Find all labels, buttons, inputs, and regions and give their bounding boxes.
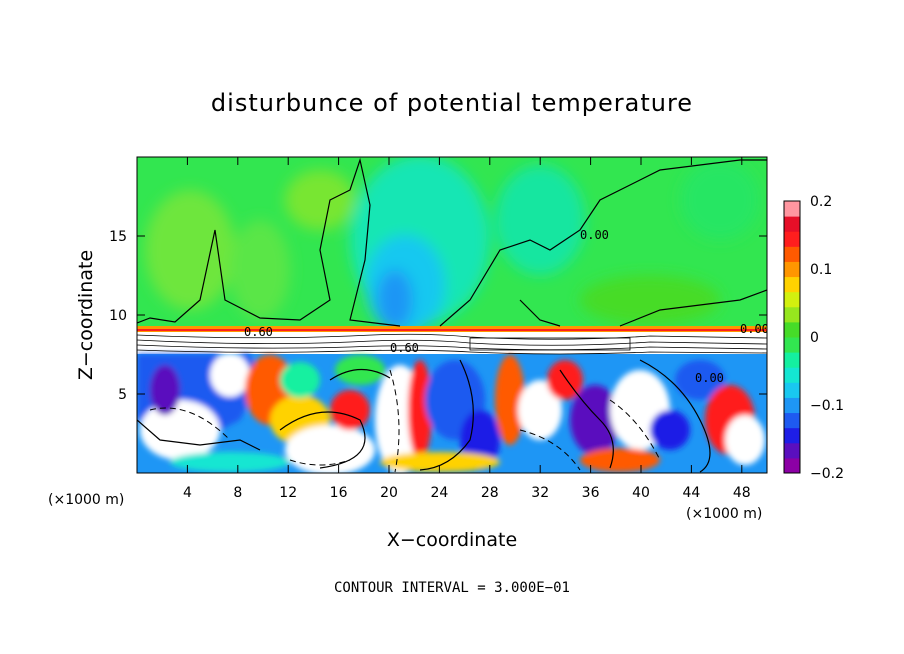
- contour-lines: [137, 157, 767, 473]
- colorbar-swatch: [784, 291, 800, 308]
- y-tick-label: 5: [118, 387, 127, 403]
- colorbar-swatch: [784, 412, 800, 429]
- contour-label: 0.00: [580, 228, 609, 242]
- colorbar: [783, 200, 801, 474]
- y-tick-label: 10: [109, 308, 127, 324]
- x-tick-label: 32: [531, 485, 549, 501]
- x-tick-label: 40: [632, 485, 650, 501]
- colorbar-swatch: [784, 321, 800, 338]
- x-tick-label: 8: [233, 485, 242, 501]
- x-tick-label: 36: [582, 485, 600, 501]
- colorbar-swatch: [784, 442, 800, 459]
- colorbar-swatch: [784, 457, 800, 474]
- x-tick-label: 12: [279, 485, 297, 501]
- x-tick-label: 28: [481, 485, 499, 501]
- contour-label: 0.60: [244, 325, 273, 339]
- colorbar-tick-label: 0.1: [810, 262, 832, 278]
- contour-label: 0.60: [390, 341, 419, 355]
- colorbar-swatch: [784, 397, 800, 414]
- colorbar-swatch: [784, 231, 800, 247]
- x-tick-label: 4: [183, 485, 192, 501]
- colorbar-swatch: [784, 306, 800, 323]
- colorbar-swatch: [784, 427, 800, 444]
- contour-label: 0.00: [695, 371, 724, 385]
- interface-contours: [137, 333, 767, 355]
- chart-title: disturbunce of potential temperature: [211, 89, 693, 117]
- colorbar-swatch: [784, 367, 800, 383]
- x-unit-left: (×1000 m): [48, 492, 124, 508]
- x-axis: 4 8 12 16 20 24 28 32 36 40 44 48: [183, 157, 751, 501]
- x-tick-label: 24: [430, 485, 448, 501]
- x-unit-right: (×1000 m): [686, 506, 762, 522]
- contour-dashed: [149, 369, 661, 473]
- y-tick-label: 15: [109, 229, 127, 245]
- colorbar-swatch: [784, 216, 800, 232]
- upper-field-texture: [145, 157, 760, 335]
- plot-area: 0.60 0.00 0.00 0.60 0.00: [137, 157, 769, 473]
- x-tick-label: 16: [330, 485, 348, 501]
- x-axis-label: X−coordinate: [387, 529, 517, 551]
- colorbar-swatch: [784, 352, 800, 368]
- contour-label-group: 0.60 0.00 0.00 0.60 0.00: [244, 228, 769, 385]
- contour-interval-annotation: CONTOUR INTERVAL = 3.000E−01: [334, 580, 570, 596]
- y-axis-label: Z−coordinate: [75, 250, 97, 380]
- colorbar-tick-label: 0: [810, 330, 819, 346]
- colorbar-swatch: [784, 246, 800, 262]
- x-tick-label: 48: [733, 485, 751, 501]
- colorbar-swatch: [784, 276, 800, 293]
- colorbar-swatch: [784, 261, 800, 278]
- colorbar-tick-label: 0.2: [810, 194, 832, 210]
- lower-field-texture: [137, 353, 765, 473]
- x-tick-label: 44: [682, 485, 700, 501]
- x-tick-label: 20: [380, 485, 398, 501]
- colorbar-labels: 0.2 0.1 0 −0.1 −0.2: [810, 194, 844, 482]
- contour-label: 0.00: [740, 322, 769, 336]
- y-axis: 5 10 15: [109, 229, 767, 403]
- colorbar-frame: [783, 200, 801, 474]
- colorbar-swatch: [784, 382, 800, 398]
- interface-band-red: [137, 329, 767, 331]
- colorbar-swatch: [784, 337, 800, 353]
- colorbar-tick-label: −0.1: [810, 398, 844, 414]
- colorbar-swatch: [784, 201, 800, 217]
- colorbar-tick-label: −0.2: [810, 466, 844, 482]
